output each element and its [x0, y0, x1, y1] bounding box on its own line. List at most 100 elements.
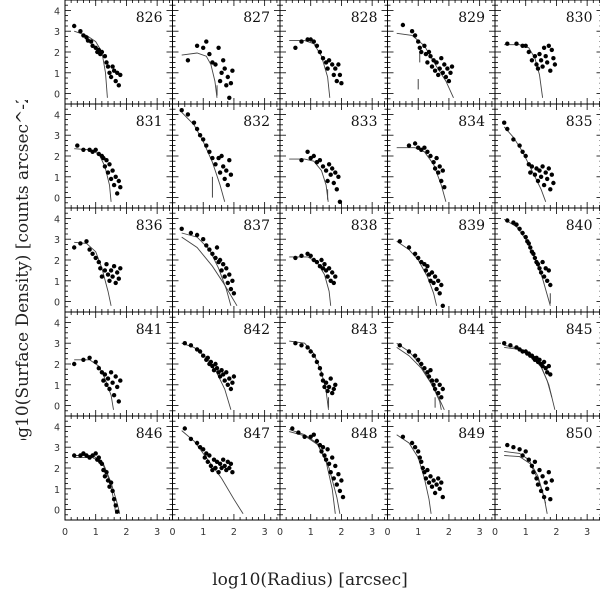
- data-point: [107, 386, 112, 392]
- data-point: [439, 395, 444, 400]
- data-point: [207, 453, 212, 458]
- data-point: [323, 380, 329, 385]
- data-point: [98, 266, 103, 271]
- data-point: [397, 343, 402, 348]
- data-point: [417, 455, 422, 460]
- data-point: [115, 70, 120, 76]
- data-point: [179, 226, 184, 231]
- data-point: [197, 349, 203, 354]
- y-tick-label: 3: [54, 27, 60, 38]
- data-point: [118, 266, 123, 271]
- data-point: [440, 70, 445, 76]
- data-point: [425, 370, 430, 375]
- data-point: [320, 445, 326, 450]
- data-point: [179, 108, 184, 113]
- data-point: [541, 45, 547, 50]
- data-point: [308, 155, 313, 161]
- data-point: [228, 81, 234, 86]
- data-point: [110, 380, 115, 385]
- y-tick-label: 3: [54, 235, 60, 246]
- data-point: [549, 172, 554, 177]
- data-point: [320, 266, 326, 271]
- data-point: [317, 442, 323, 448]
- y-tick-label: 3: [54, 443, 60, 454]
- data-point: [526, 457, 531, 462]
- data-point: [182, 341, 187, 346]
- data-point: [546, 363, 551, 369]
- data-point: [419, 147, 424, 152]
- model-curve: [289, 429, 336, 514]
- panel-id-label: 841: [136, 322, 163, 338]
- data-point: [228, 386, 234, 392]
- data-point: [328, 278, 333, 283]
- data-point: [337, 488, 343, 494]
- data-point: [317, 158, 323, 163]
- data-point: [219, 368, 224, 373]
- data-point: [217, 170, 223, 175]
- panel-id-label: 834: [458, 114, 485, 130]
- data-point: [113, 78, 118, 84]
- data-point: [188, 436, 194, 442]
- data-point: [213, 361, 218, 367]
- data-point: [428, 368, 433, 373]
- panel-827: 827: [172, 0, 281, 105]
- data-point: [219, 153, 224, 159]
- data-point: [110, 64, 115, 69]
- data-point: [526, 162, 531, 167]
- data-point: [311, 257, 316, 263]
- panel-848: 0 1 2 3 848: [277, 415, 388, 538]
- data-point: [116, 399, 122, 404]
- data-point: [221, 457, 226, 462]
- panel-846: 0 1 2 3 4 0 1 2 3 846: [54, 415, 173, 538]
- y-axis-label-text: log10(Surface Density) [counts arcsec^-2…: [13, 100, 33, 440]
- data-point: [505, 218, 510, 223]
- data-point: [514, 222, 519, 227]
- data-point: [540, 164, 545, 169]
- data-point: [207, 51, 212, 57]
- data-point: [333, 382, 338, 387]
- panel-849: 0 1 2 3 849: [384, 415, 496, 538]
- data-point: [426, 480, 432, 485]
- data-point: [419, 259, 424, 265]
- data-point: [115, 270, 120, 275]
- data-point: [222, 176, 227, 182]
- data-point: [305, 345, 310, 350]
- data-point: [115, 384, 120, 390]
- data-point: [331, 72, 336, 78]
- y-tick-label: 4: [54, 6, 60, 17]
- data-point: [78, 29, 83, 34]
- data-point: [432, 68, 438, 73]
- data-point: [111, 497, 117, 502]
- data-point: [194, 43, 200, 48]
- data-point: [93, 45, 98, 50]
- x-tick-label: 1: [200, 527, 206, 538]
- data-point: [87, 247, 92, 252]
- panel-839: 839: [387, 207, 496, 313]
- data-point: [328, 172, 333, 177]
- data-point: [311, 39, 316, 44]
- data-point: [439, 56, 444, 61]
- data-point: [437, 66, 442, 71]
- data-point: [442, 185, 447, 190]
- data-point: [541, 494, 547, 500]
- data-point: [224, 83, 229, 88]
- panel-id-label: 833: [351, 114, 378, 130]
- data-point: [314, 438, 320, 444]
- data-point: [523, 234, 528, 240]
- data-point: [423, 476, 429, 481]
- data-point: [437, 486, 442, 491]
- y-tick-label: 1: [54, 173, 60, 184]
- data-point: [425, 149, 430, 154]
- data-point: [107, 484, 112, 489]
- panel-833: 833: [279, 103, 388, 209]
- panel-id-label: 837: [243, 218, 270, 234]
- data-point: [108, 268, 114, 273]
- data-point: [221, 164, 226, 169]
- data-point: [548, 497, 553, 502]
- data-point: [520, 349, 525, 354]
- data-point: [543, 54, 548, 59]
- data-point: [532, 255, 538, 261]
- data-point: [326, 384, 332, 390]
- data-point: [102, 474, 108, 479]
- data-point: [325, 388, 330, 394]
